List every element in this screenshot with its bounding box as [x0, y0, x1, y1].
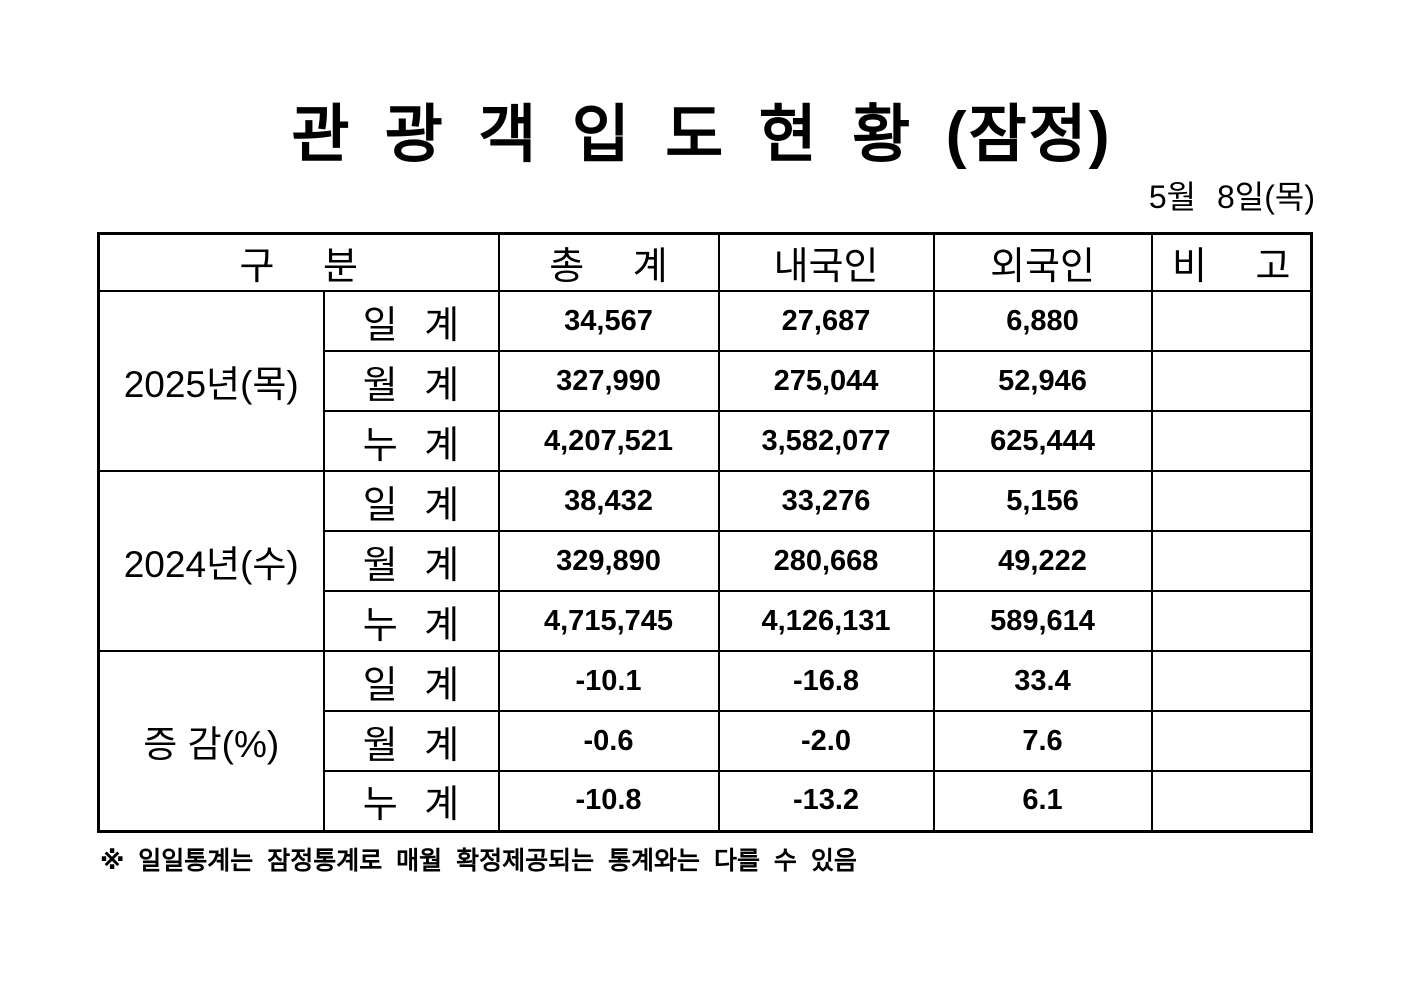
table-row: 월 계 -0.6 -2.0 7.6	[99, 710, 1313, 772]
row-label-daily: 일 계	[322, 470, 500, 532]
note-cell	[1150, 470, 1313, 532]
note-cell	[1150, 590, 1313, 652]
table-row: 누 계 4,715,745 4,126,131 589,614	[99, 590, 1313, 652]
value-total: 4,715,745	[497, 590, 720, 652]
value-total: 329,890	[497, 530, 720, 592]
value-total: -10.1	[497, 650, 720, 712]
tourist-arrivals-table: 구 분 총 계 내국인 외국인 비 고 2025년(목) 일 계 34,567 …	[97, 232, 1314, 833]
header-domestic: 내국인	[717, 232, 935, 292]
value-domestic: 4,126,131	[717, 590, 935, 652]
row-label-monthly: 월 계	[322, 710, 500, 772]
value-domestic: 275,044	[717, 350, 935, 412]
value-foreign: 625,444	[932, 410, 1153, 472]
value-domestic: -16.8	[717, 650, 935, 712]
table-row: 누 계 4,207,521 3,582,077 625,444	[99, 410, 1313, 472]
value-foreign: 49,222	[932, 530, 1153, 592]
value-total: 38,432	[497, 470, 720, 532]
value-total: -0.6	[497, 710, 720, 772]
header-gubun: 구 분	[97, 232, 500, 292]
value-domestic: -2.0	[717, 710, 935, 772]
value-foreign: 6.1	[932, 770, 1153, 832]
note-cell	[1150, 530, 1313, 592]
year-2024-cell: 2024년(수)	[97, 470, 325, 652]
row-label-daily: 일 계	[322, 650, 500, 712]
table-row: 증 감(%) 일 계 -10.1 -16.8 33.4	[97, 650, 1313, 832]
row-label-cumulative: 누 계	[322, 410, 500, 472]
value-total: 34,567	[497, 290, 720, 352]
note-cell	[1150, 350, 1313, 412]
value-foreign: 33.4	[932, 650, 1153, 712]
value-foreign: 589,614	[932, 590, 1153, 652]
page-title: 관 광 객 입 도 현 황 (잠정)	[291, 100, 1112, 170]
table-row: 2025년(목) 일 계 34,567 27,687 6,880	[97, 290, 1313, 472]
row-label-cumulative: 누 계	[322, 590, 500, 652]
footnote: ※ 일일통계는 잠정통계로 매월 확정제공되는 통계와는 다를 수 있음	[100, 847, 857, 875]
note-cell	[1150, 650, 1313, 712]
table-row: 월 계 327,990 275,044 52,946	[99, 350, 1313, 412]
year-2025-cell: 2025년(목)	[97, 290, 325, 472]
header-foreign: 외국인	[932, 232, 1153, 292]
value-domestic: -13.2	[717, 770, 935, 832]
table-row: 월 계 329,890 280,668 49,222	[99, 530, 1313, 592]
note-cell	[1150, 770, 1313, 832]
value-domestic: 27,687	[717, 290, 935, 352]
value-foreign: 52,946	[932, 350, 1153, 412]
header-total: 총 계	[497, 232, 720, 292]
table-row: 2024년(수) 일 계 38,432 33,276 5,156	[97, 470, 1313, 652]
value-foreign: 7.6	[932, 710, 1153, 772]
row-label-cumulative: 누 계	[322, 770, 500, 832]
row-label-daily: 일 계	[322, 290, 500, 352]
value-foreign: 6,880	[932, 290, 1153, 352]
row-label-monthly: 월 계	[322, 530, 500, 592]
header-note: 비 고	[1150, 232, 1313, 292]
value-domestic: 280,668	[717, 530, 935, 592]
row-label-monthly: 월 계	[322, 350, 500, 412]
note-cell	[1150, 410, 1313, 472]
value-domestic: 3,582,077	[717, 410, 935, 472]
table-row: 누 계 -10.8 -13.2 6.1	[99, 770, 1313, 832]
change-percent-cell: 증 감(%)	[97, 650, 325, 832]
value-total: -10.8	[497, 770, 720, 832]
header-row: 구 분 총 계 내국인 외국인 비 고	[97, 232, 1313, 292]
value-domestic: 33,276	[717, 470, 935, 532]
note-cell	[1150, 290, 1313, 352]
report-date: 5월 8일(목)	[1148, 179, 1315, 215]
value-total: 327,990	[497, 350, 720, 412]
note-cell	[1150, 710, 1313, 772]
value-total: 4,207,521	[497, 410, 720, 472]
value-foreign: 5,156	[932, 470, 1153, 532]
